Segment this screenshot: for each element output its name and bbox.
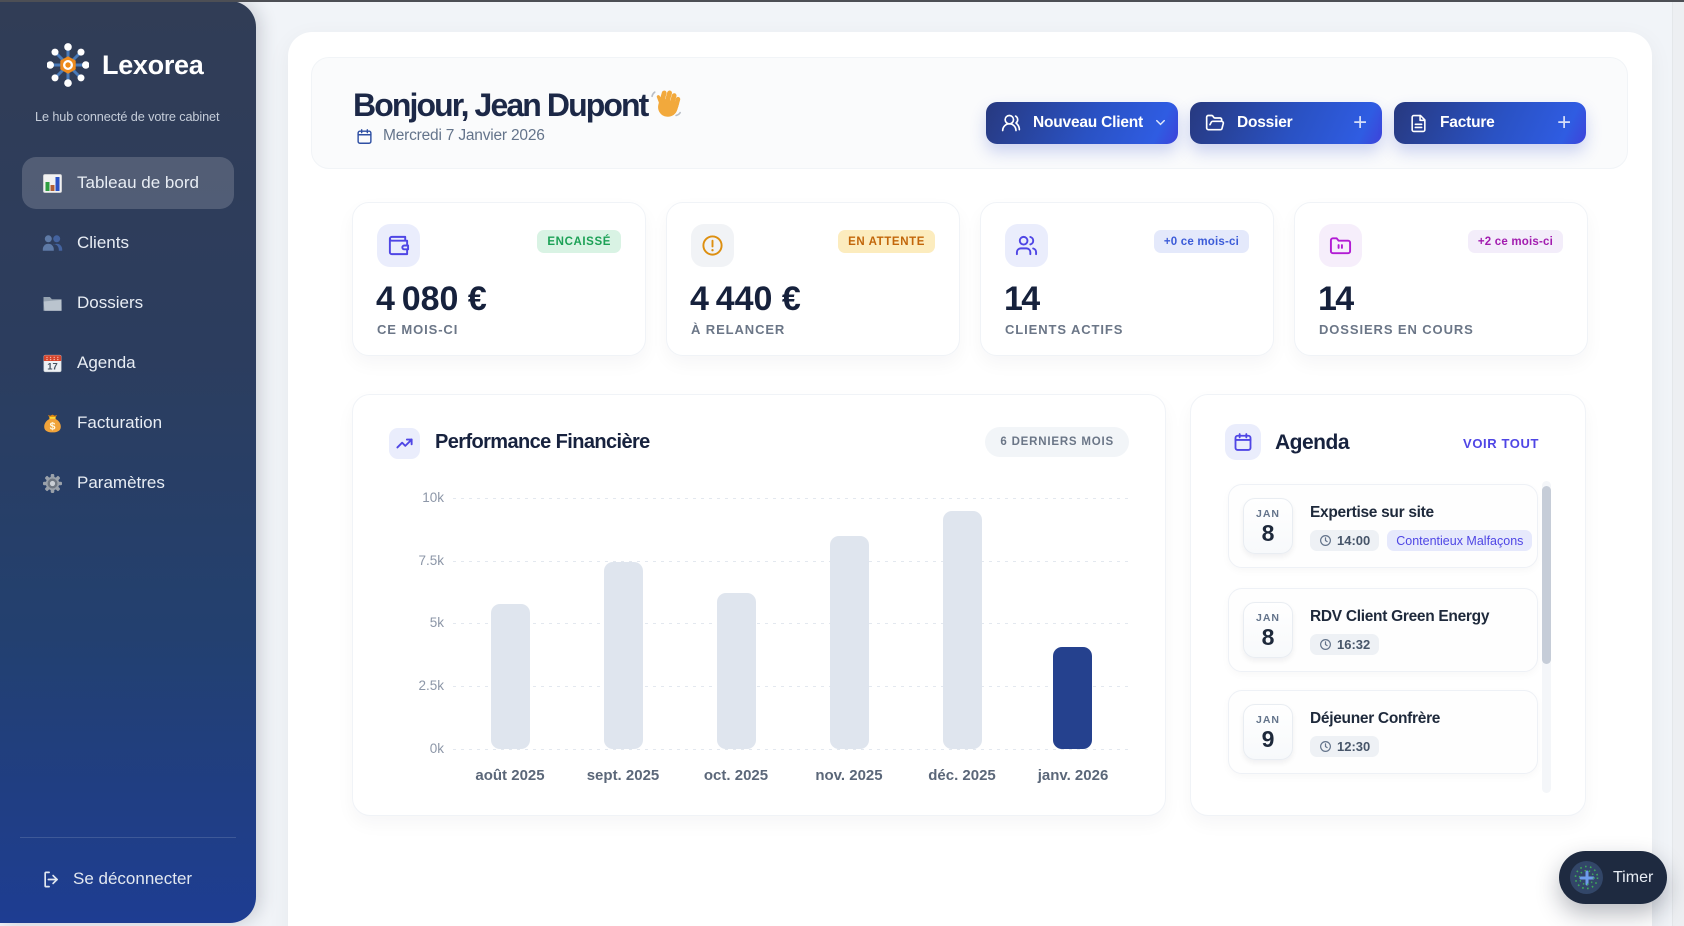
svg-text:$: $ xyxy=(50,420,56,432)
svg-text:17: 17 xyxy=(47,360,57,371)
